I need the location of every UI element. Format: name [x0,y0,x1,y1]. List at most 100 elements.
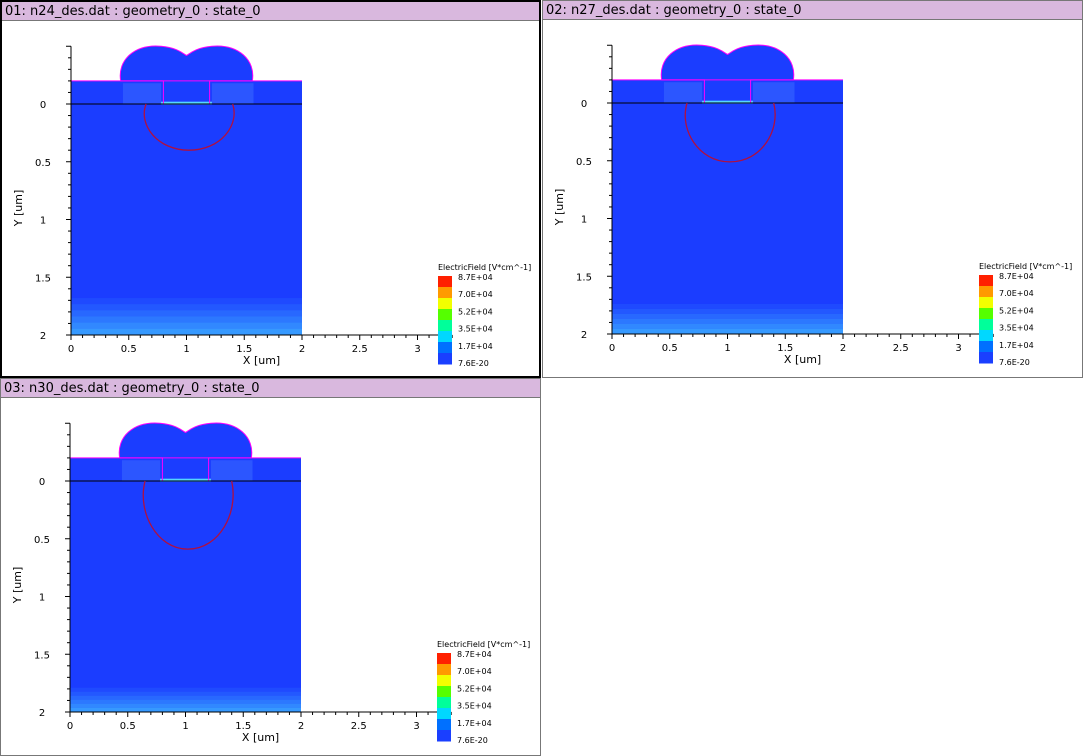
panel-title: 01: n24_des.dat : geometry_0 : state_0 [2,2,539,21]
legend-swatch [438,320,452,332]
field-band [70,707,301,713]
legend-label: 7.6E-20 [458,359,489,368]
gate-cap [118,422,253,459]
y-tick-label: 0.5 [576,157,592,168]
field-hotspot [121,460,161,481]
legend-label: 7.0E+04 [457,667,492,676]
field-band [612,323,843,330]
y-tick-label: 1.5 [34,650,50,661]
legend-label: 1.7E+04 [458,342,493,351]
field-band [612,313,843,320]
legend-swatch [438,353,452,365]
panel-title: 03: n30_des.dat : geometry_0 : state_0 [1,379,540,398]
legend-label: 3.5E+04 [458,325,493,334]
legend-swatch [438,309,452,321]
x-tick-label: 0.5 [121,344,137,355]
field-hotspot [752,82,795,103]
legend-swatch [437,730,451,742]
field-band [70,691,301,697]
x-tick-label: 2 [840,343,846,354]
legend-label: 5.2E+04 [457,684,492,693]
y-tick-label: 0.5 [35,158,51,169]
legend-label: 5.2E+04 [458,307,493,316]
channel-field [161,101,212,105]
field-band [71,298,302,305]
legend-label: 1.7E+04 [457,719,492,728]
x-tick-label: 0 [67,721,73,732]
legend-swatch [438,276,452,288]
legend-swatch [438,331,452,343]
legend-swatch [437,675,451,687]
legend-label: 8.7E+04 [457,650,492,659]
field-hotspot [211,83,254,104]
y-tick-label: 0 [581,99,587,110]
field-band [612,308,843,315]
legend-swatch [979,341,993,353]
y-axis-label: Y [um] [553,189,566,227]
x-tick-label: 1 [182,721,188,732]
plot-panel-3[interactable]: 03: n30_des.dat : geometry_0 : state_0 0… [0,378,541,756]
x-tick-label: 0.5 [662,343,678,354]
field-band [612,303,843,310]
y-tick-label: 1.5 [35,273,51,284]
y-tick-label: 1 [581,215,587,226]
junction-contour [142,480,234,550]
field-band [612,328,843,335]
plot-panel-2[interactable]: 02: n27_des.dat : geometry_0 : state_0 0… [542,0,1083,378]
x-tick-label: 2 [298,721,304,732]
legend-title: ElectricField [V*cm^-1] [438,263,531,272]
substrate-region [612,79,843,335]
plot-panel-1[interactable]: 01: n24_des.dat : geometry_0 : state_0 0… [0,0,541,378]
x-tick-label: 0.5 [120,721,136,732]
x-tick-label: 0 [609,343,615,354]
field-plot[interactable]: 0 0.5 1 1.5 2 2.5 3 0 0.5 1 1.5 2 X [um] Y [um] Electr… [543,20,1082,377]
legend-swatch [979,330,993,342]
field-hotspot [210,460,253,481]
y-axis-label: Y [um] [11,567,24,605]
legend-title: ElectricField [V*cm^-1] [437,640,530,649]
legend-swatch [438,298,452,310]
legend-swatch [979,319,993,331]
legend-label: 3.5E+04 [999,324,1034,333]
legend-swatch [979,297,993,309]
y-tick-label: 0.5 [34,535,50,546]
field-band [70,687,301,693]
x-tick-label: 1.5 [777,343,793,354]
legend-label: 3.5E+04 [457,702,492,711]
legend-label: 5.2E+04 [999,306,1034,315]
channel-field [160,478,211,482]
field-band [71,304,302,311]
legend-title: ElectricField [V*cm^-1] [979,262,1072,271]
legend-swatch [437,697,451,709]
y-axis-label: Y [um] [12,190,25,228]
legend-swatch [979,275,993,287]
legend-swatch [437,664,451,676]
x-tick-label: 2.5 [352,344,368,355]
y-tick-label: 0 [39,477,45,488]
field-plot[interactable]: 0 0.5 1 1.5 2 2.5 3 0 0.5 1 1.5 2 X [um] Y [um] Electr… [2,21,539,376]
field-band [612,318,843,325]
x-tick-label: 3 [413,721,419,732]
y-tick-label: 0 [40,100,46,111]
substrate-region [71,80,302,336]
substrate-region [70,457,301,712]
y-tick-label: 2 [39,708,45,719]
legend-swatch [437,708,451,720]
channel-field [702,100,753,104]
y-tick-label: 2 [581,330,587,341]
legend-label: 7.6E-20 [457,736,488,745]
y-tick-label: 1 [40,216,46,227]
gate-cap [660,44,795,81]
x-tick-label: 1 [724,343,730,354]
junction-contour [143,103,235,151]
legend-label: 7.0E+04 [458,290,493,299]
field-band [71,310,302,318]
legend-swatch [437,686,451,698]
panel-title: 02: n27_des.dat : geometry_0 : state_0 [543,1,1082,20]
field-hotspot [663,82,703,103]
legend-swatch [979,352,993,364]
y-tick-label: 1.5 [576,272,592,283]
field-plot[interactable]: 0 0.5 1 1.5 2 2.5 3 0 0.5 1 1.5 2 X [um] Y [um] Electr… [1,398,540,755]
legend-label: 7.6E-20 [999,358,1030,367]
field-hotspot [122,83,162,104]
